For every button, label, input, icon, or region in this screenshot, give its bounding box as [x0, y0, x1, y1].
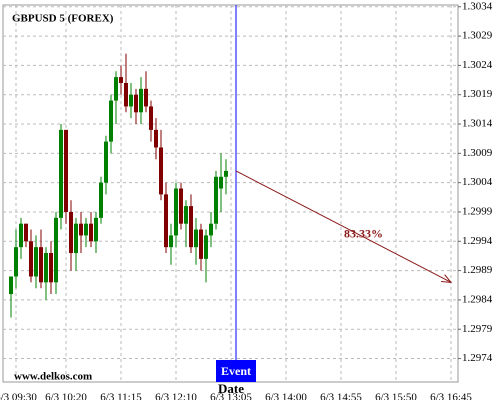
x-tick-label: 6/3 09:30 [0, 392, 37, 400]
candle-body [9, 276, 13, 295]
y-tick-label: 1.2989 [462, 264, 493, 276]
candle-body [114, 77, 118, 101]
candle-body [149, 106, 153, 130]
candle-body [139, 88, 143, 113]
y-tick-label: 1.3019 [462, 88, 493, 100]
candle-body [14, 247, 18, 277]
y-tick-label: 1.2994 [462, 235, 493, 247]
candle-body [214, 176, 218, 224]
x-tick-label: 6/3 13:05 [210, 392, 252, 400]
candle-body [169, 235, 173, 248]
candle-body [129, 94, 133, 107]
candle-body [144, 88, 148, 107]
y-tick-label: 1.3014 [462, 118, 493, 130]
candle-body [99, 182, 103, 218]
candle-body [49, 253, 53, 283]
x-tick-label: 6/3 14:00 [265, 392, 307, 400]
y-tick-label: 1.3024 [462, 59, 493, 71]
candle-body [19, 223, 23, 248]
candle-body [24, 223, 28, 242]
candle-body [64, 129, 68, 212]
y-tick-label: 1.2999 [462, 206, 493, 218]
x-tick-label: 6/3 14:55 [320, 392, 362, 400]
candle-body [124, 82, 128, 107]
candle-body [224, 170, 228, 177]
x-tick-label: 6/3 11:15 [100, 392, 142, 400]
candle-body [184, 206, 188, 224]
candle-body [44, 253, 48, 283]
event-label: Event [221, 364, 251, 378]
y-tick-label: 1.3009 [462, 147, 493, 159]
candle-body [154, 129, 158, 148]
candle-body [179, 188, 183, 224]
candle-body [209, 223, 213, 236]
candle-body [54, 217, 58, 283]
event-box [216, 360, 256, 382]
candle-body [34, 247, 38, 277]
candle-body [199, 229, 203, 259]
arrow-head [440, 274, 453, 283]
candle-body [189, 206, 193, 248]
candle-body [174, 188, 178, 236]
candle-body [194, 229, 198, 248]
x-tick-label: 6/3 12:10 [155, 392, 197, 400]
candle-body [84, 223, 88, 236]
candle-body [119, 77, 123, 83]
x-tick-label: 6/3 15:50 [375, 392, 417, 400]
y-tick-label: 1.2979 [462, 323, 493, 335]
projection-arrow [235, 170, 452, 283]
chart-title: GBPUSD 5 (FOREX) [12, 13, 114, 25]
candle-body [89, 223, 93, 242]
candle-body [59, 129, 63, 218]
y-tick-label: 1.2984 [462, 293, 493, 305]
candle-body [204, 235, 208, 259]
candle-body [104, 141, 108, 183]
projection-label: 83.33% [344, 226, 383, 240]
candle-body [164, 194, 168, 248]
candle-body [29, 241, 33, 277]
candle-body [134, 94, 138, 113]
y-tick-label: 1.3034 [462, 0, 493, 12]
x-tick-label: 6/3 10:20 [45, 392, 87, 400]
candle-body [79, 223, 83, 236]
candle-body [94, 217, 98, 242]
x-tick-label: 6/3 16:45 [430, 392, 472, 400]
y-tick-label: 1.3004 [462, 176, 493, 188]
candle-body [39, 247, 43, 283]
x-axis-title: Date [218, 381, 244, 396]
candle-body [159, 147, 163, 195]
candle-body [219, 176, 223, 189]
candle-body [69, 211, 73, 254]
candle-body [109, 100, 113, 142]
watermark: www.delkos.com [14, 371, 92, 383]
candle-body [74, 223, 78, 254]
y-tick-label: 1.3029 [462, 30, 493, 42]
y-tick-label: 1.2974 [462, 352, 493, 364]
